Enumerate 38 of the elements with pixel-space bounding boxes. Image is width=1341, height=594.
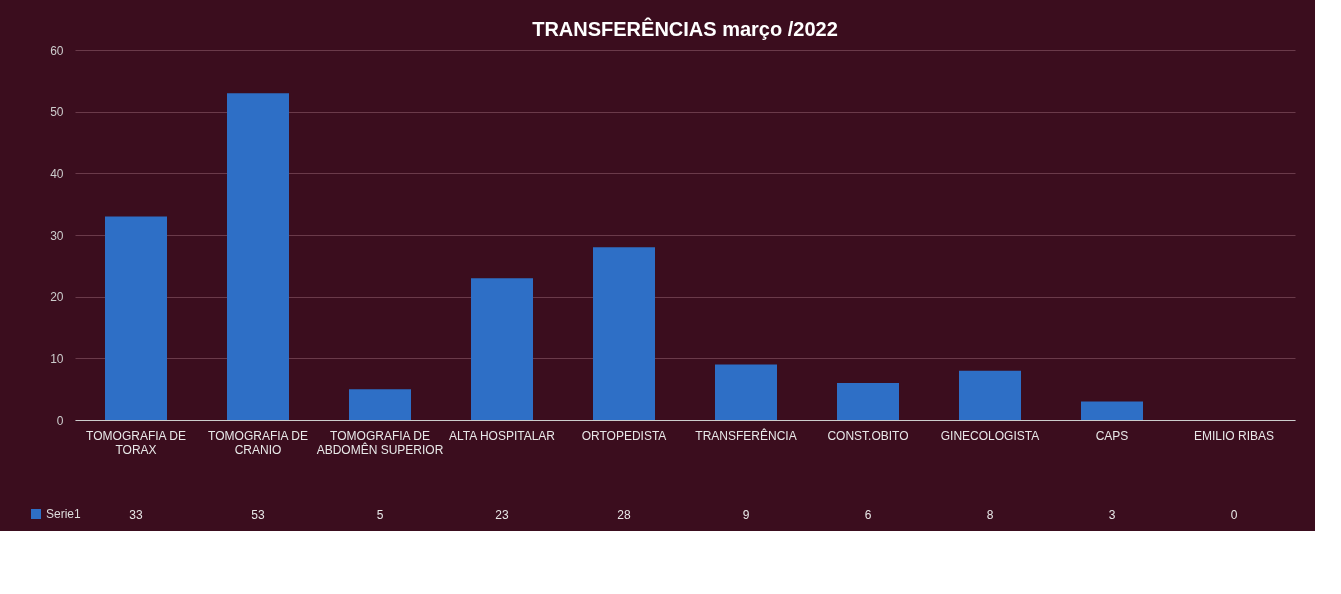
- y-tick-label: 30: [50, 228, 64, 243]
- chart-title: TRANSFERÊNCIAS março /2022: [532, 17, 838, 40]
- data-label: 3: [1108, 508, 1116, 522]
- y-tick-label: 40: [50, 166, 64, 181]
- bar: [471, 278, 533, 420]
- x-tick-label: EMILIO RIBAS: [1193, 428, 1275, 443]
- y-tick-label: 20: [50, 290, 64, 305]
- data-label: 5: [376, 508, 384, 522]
- y-tick-label: 50: [50, 105, 64, 120]
- x-tick-label: CONST.OBITO: [827, 428, 909, 443]
- data-label: 53: [251, 508, 265, 522]
- data-label: 33: [129, 508, 143, 522]
- x-tick-label: ALTA HOSPITALAR: [448, 428, 556, 443]
- bar: [105, 216, 167, 420]
- bar: [1081, 401, 1143, 420]
- x-tick-label: TOMOGRAFIA DE CRANIO: [208, 428, 308, 457]
- x-tick-label: TRANSFERÊNCIA: [695, 427, 797, 443]
- bar: [227, 93, 289, 420]
- data-label: 0: [1230, 508, 1238, 522]
- bar: [593, 247, 655, 420]
- y-tick-label: 10: [50, 351, 64, 366]
- y-tick-label: 60: [50, 43, 64, 58]
- bar: [959, 370, 1021, 420]
- data-label: 9: [742, 508, 750, 522]
- data-label: 6: [864, 508, 872, 522]
- x-tick-label: GINECOLOGISTA: [940, 428, 1040, 443]
- bar: [837, 383, 899, 420]
- data-label: 23: [495, 508, 509, 522]
- data-label: 8: [986, 508, 994, 522]
- y-tick-label: 0: [56, 413, 64, 428]
- legend-label: Serie1: [46, 507, 82, 521]
- x-tick-label: TOMOGRAFIA DE ABDOMÊN SUPERIOR: [316, 428, 444, 457]
- bar: [715, 364, 777, 420]
- bar: [349, 389, 411, 420]
- data-label: 28: [617, 508, 631, 522]
- x-tick-label: CAPS: [1095, 428, 1129, 443]
- x-tick-label: ORTOPEDISTA: [581, 428, 667, 443]
- x-tick-label: TOMOGRAFIA DE TORAX: [86, 428, 186, 457]
